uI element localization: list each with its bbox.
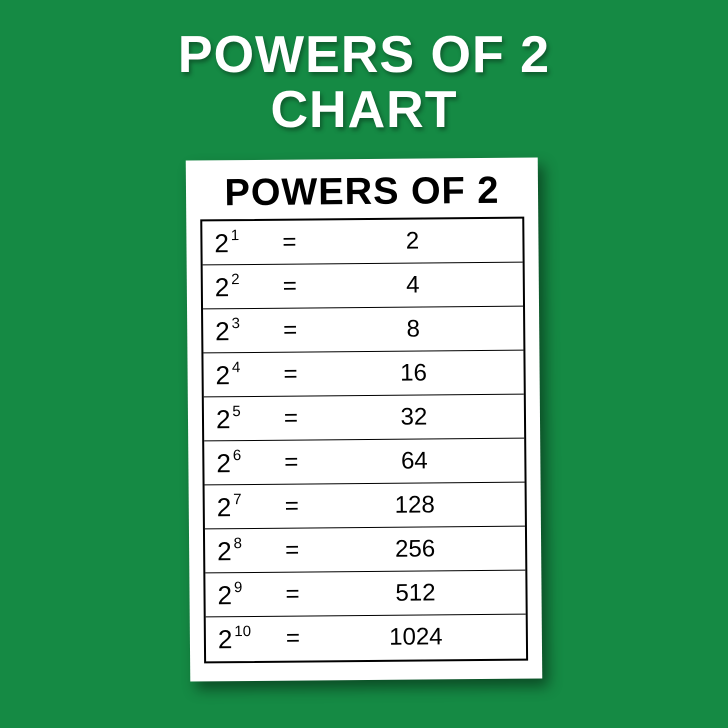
power-cell: 2 5 [204,405,284,432]
value-cell: 64 [324,446,524,476]
power-cell: 2 10 [206,626,286,653]
equals-cell: = [285,580,325,608]
value-cell: 128 [325,490,525,520]
page-title-line2: CHART [0,83,728,138]
power-exponent: 9 [234,580,242,595]
equals-cell: = [285,492,325,520]
value-cell: 8 [323,314,523,344]
table-row: 2 10 = 1024 [206,615,526,662]
power-exponent: 5 [232,404,240,419]
equals-cell: = [282,228,322,256]
power-base: 2 [218,626,233,652]
value-cell: 1024 [326,623,526,653]
page-title: POWERS OF 2 CHART [0,0,728,137]
value-cell: 2 [322,226,522,256]
page-title-line1: POWERS OF 2 [0,28,728,83]
power-cell: 2 2 [203,273,283,300]
table-row: 2 9 = 512 [205,571,525,618]
table-row: 2 2 = 4 [203,263,523,310]
power-base: 2 [217,538,232,564]
table-row: 2 6 = 64 [204,439,524,486]
value-cell: 512 [325,578,525,608]
equals-cell: = [283,272,323,300]
power-base: 2 [214,230,229,256]
table-row: 2 1 = 2 [202,219,522,266]
power-cell: 2 1 [202,229,282,256]
equals-cell: = [286,625,326,653]
power-base: 2 [215,318,230,344]
equals-cell: = [283,316,323,344]
power-cell: 2 9 [205,581,285,608]
table-row: 2 7 = 128 [205,483,525,530]
equals-cell: = [284,404,324,432]
power-exponent: 10 [234,624,251,639]
equals-cell: = [285,536,325,564]
power-exponent: 2 [231,272,239,287]
power-cell: 2 6 [204,449,284,476]
value-cell: 256 [325,534,525,564]
power-base: 2 [217,494,232,520]
value-cell: 4 [323,270,523,300]
equals-cell: = [283,360,323,388]
power-base: 2 [215,362,230,388]
table-row: 2 5 = 32 [204,395,524,442]
power-cell: 2 4 [203,361,283,388]
value-cell: 32 [324,402,524,432]
powers-table: 2 1 = 2 2 2 = 4 2 3 = 8 2 4 [200,217,528,664]
power-exponent: 8 [233,536,241,551]
power-base: 2 [216,406,231,432]
equals-cell: = [284,448,324,476]
power-base: 2 [215,274,230,300]
power-base: 2 [217,582,232,608]
value-cell: 16 [323,358,523,388]
table-row: 2 3 = 8 [203,307,523,354]
card-title: POWERS OF 2 [200,170,524,216]
chart-card: POWERS OF 2 2 1 = 2 2 2 = 4 2 3 = 8 [186,158,543,682]
table-row: 2 4 = 16 [203,351,523,398]
power-cell: 2 7 [205,493,285,520]
power-cell: 2 8 [205,537,285,564]
power-base: 2 [216,450,231,476]
power-exponent: 1 [231,228,239,243]
power-exponent: 7 [233,492,241,507]
power-exponent: 4 [232,360,240,375]
power-exponent: 3 [232,316,240,331]
table-row: 2 8 = 256 [205,527,525,574]
power-exponent: 6 [233,448,241,463]
power-cell: 2 3 [203,317,283,344]
